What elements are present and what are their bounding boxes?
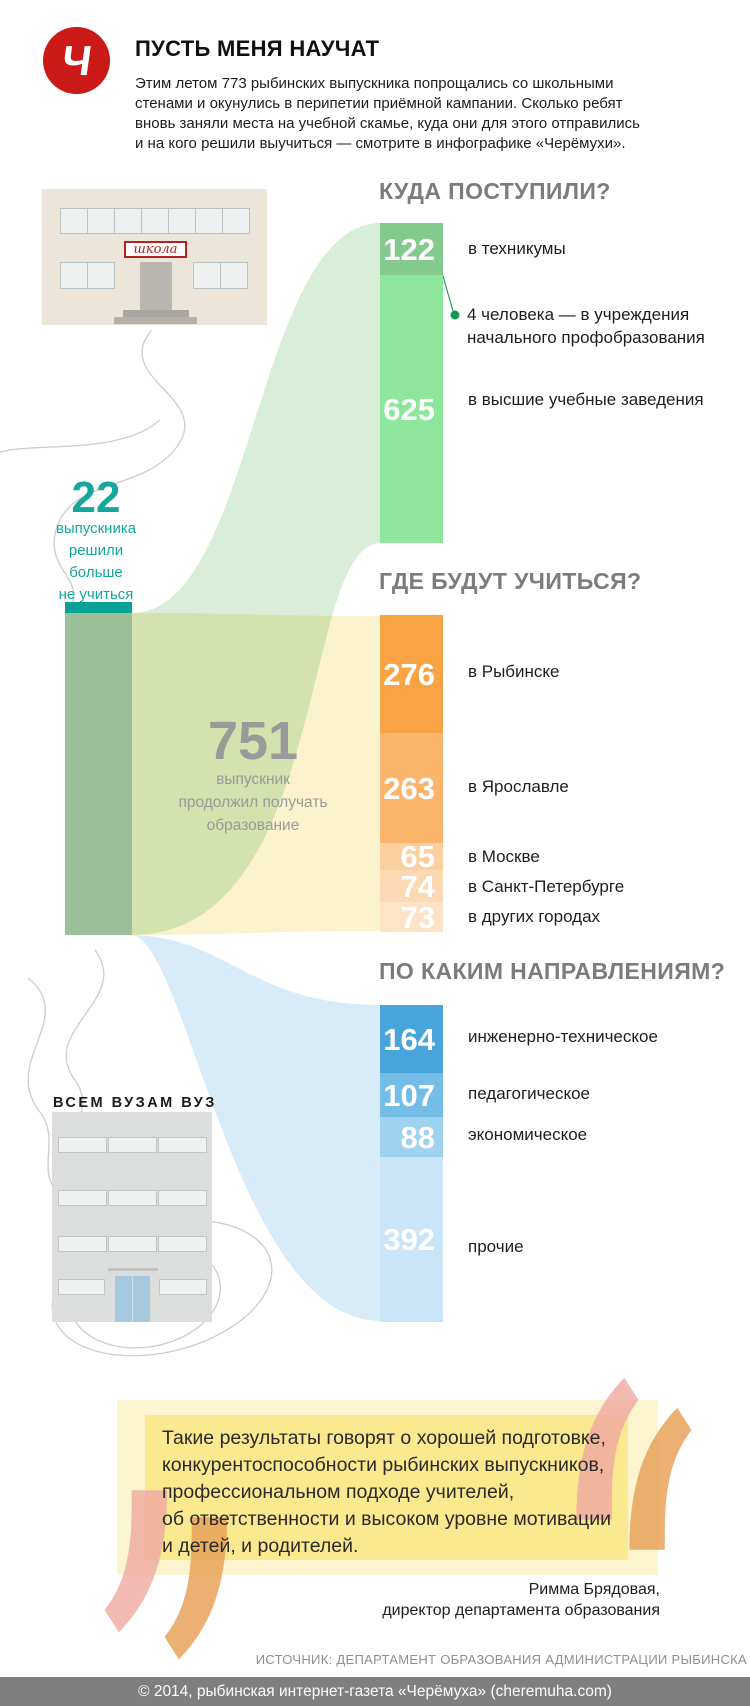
label-university: в высшие учебные заведения [468, 390, 704, 409]
label-pedagogical: педагогическое [468, 1084, 590, 1103]
university-building-illustration [52, 1112, 212, 1322]
university-window [159, 1279, 207, 1295]
school-sign: школа [124, 241, 187, 258]
source-note: ИСТОЧНИК: ДЕПАРТАМЕНТ ОБРАЗОВАНИЯ АДМИНИ… [255, 1652, 747, 1667]
university-window [108, 1236, 157, 1252]
dropout-label: выпускника решили больше не учиться [55, 520, 137, 603]
page-title: ПУСТЬ МЕНЯ НАУЧАТ [135, 36, 380, 61]
label-other-fields: прочие [468, 1237, 524, 1256]
school-window [220, 262, 248, 289]
label-technikum: в техникумы [468, 239, 566, 258]
bar-other-cities: 73 [380, 899, 443, 935]
bar-other-cities-value: 73 [400, 899, 435, 935]
university-window [158, 1137, 207, 1153]
flow-yellow-cities [132, 613, 381, 935]
bar-rybinsk-value: 276 [383, 656, 435, 692]
school-window [114, 208, 142, 234]
section-title-fields: ПО КАКИМ НАПРАВЛЕНИЯМ? [379, 958, 726, 984]
label-other-cities: в других городах [468, 907, 601, 926]
school-window [193, 262, 221, 289]
bar-yaroslavl-value: 263 [383, 770, 435, 806]
road-path-bottom-2 [27, 977, 56, 1191]
university-awning [108, 1268, 158, 1271]
road-path-top-branch [0, 419, 161, 453]
bar-pedagogical: 107 [380, 1073, 443, 1117]
label-rybinsk: в Рыбинске [468, 662, 560, 681]
university-door [115, 1276, 150, 1322]
bar-spb-value: 74 [400, 868, 435, 904]
bar-other-fields-value: 392 [383, 1222, 435, 1257]
road-path-top [53, 329, 186, 616]
dropout-bar-segment [65, 602, 132, 613]
school-window [141, 208, 169, 234]
school-window [87, 208, 115, 234]
school-window [168, 208, 196, 234]
label-spb: в Санкт-Петербурге [468, 877, 625, 896]
intro-paragraph: Этим летом 773 рыбинских выпускника попр… [135, 75, 640, 152]
school-building-illustration: школа [42, 189, 267, 325]
school-door [140, 262, 172, 310]
university-window [108, 1137, 157, 1153]
university-window [158, 1236, 207, 1252]
school-window [60, 208, 88, 234]
university-window [58, 1137, 107, 1153]
bar-yaroslavl: 263 [380, 733, 443, 843]
quote-author: Римма Брядовая, [528, 1581, 660, 1598]
callout-dot [450, 310, 460, 320]
label-economic: экономическое [468, 1125, 588, 1144]
flow-blue-fields [132, 935, 381, 1321]
quote-text: Такие результаты говорят о хорошей подго… [162, 1427, 611, 1557]
university-window [58, 1236, 107, 1252]
school-window [60, 262, 88, 289]
section-title-admitted: КУДА ПОСТУПИЛИ? [379, 178, 611, 204]
footer-copyright: © 2014, рыбинская интернет-газета «Черём… [0, 1677, 750, 1706]
quote-box-inner [145, 1415, 628, 1560]
bar-rybinsk: 276 [380, 615, 443, 733]
university-window [158, 1190, 207, 1206]
note-vocational: 4 человека — в учреждения начального про… [467, 305, 705, 347]
bar-other-fields: 392 [380, 1157, 443, 1322]
continued-count: 751 [207, 711, 299, 771]
school-window [222, 208, 250, 234]
quote-author-role: директор департамента образования [382, 1602, 660, 1619]
bar-pedagogical-value: 107 [383, 1077, 435, 1113]
school-steps [114, 317, 197, 324]
school-window [87, 262, 115, 289]
section-title-cities: ГДЕ БУДУТ УЧИТЬСЯ? [379, 568, 642, 594]
bar-technikum: 122 [380, 223, 443, 275]
bar-moscow: 65 [380, 839, 443, 874]
university-window [108, 1190, 157, 1206]
bar-university: 625 [380, 275, 443, 543]
bar-spb: 74 [380, 870, 443, 902]
bar-economic: 88 [380, 1117, 443, 1157]
university-window [58, 1279, 105, 1295]
cheremuha-logo: Ч [43, 27, 110, 94]
bar-engineering: 164 [380, 1005, 443, 1073]
callout-leader-line [442, 275, 454, 312]
university-sign: ВСЕМ ВУЗАМ ВУЗ [53, 1095, 217, 1111]
label-moscow: в Москве [468, 847, 540, 866]
school-steps [123, 310, 189, 317]
continued-label: выпускник продолжил получать образование [178, 771, 328, 834]
label-yaroslavl: в Ярославле [468, 777, 569, 796]
bar-economic-value: 88 [400, 1119, 435, 1155]
bar-technikum-value: 122 [383, 231, 435, 267]
bar-engineering-value: 164 [383, 1021, 435, 1057]
bar-university-value: 625 [383, 391, 435, 427]
school-window [195, 208, 223, 234]
logo-letter: Ч [58, 36, 95, 84]
dropout-count: 22 [71, 473, 121, 522]
bar-moscow-value: 65 [400, 839, 435, 874]
university-window [58, 1190, 107, 1206]
continued-bar-segment [65, 613, 132, 935]
label-engineering: инженерно-техническое [468, 1027, 658, 1046]
